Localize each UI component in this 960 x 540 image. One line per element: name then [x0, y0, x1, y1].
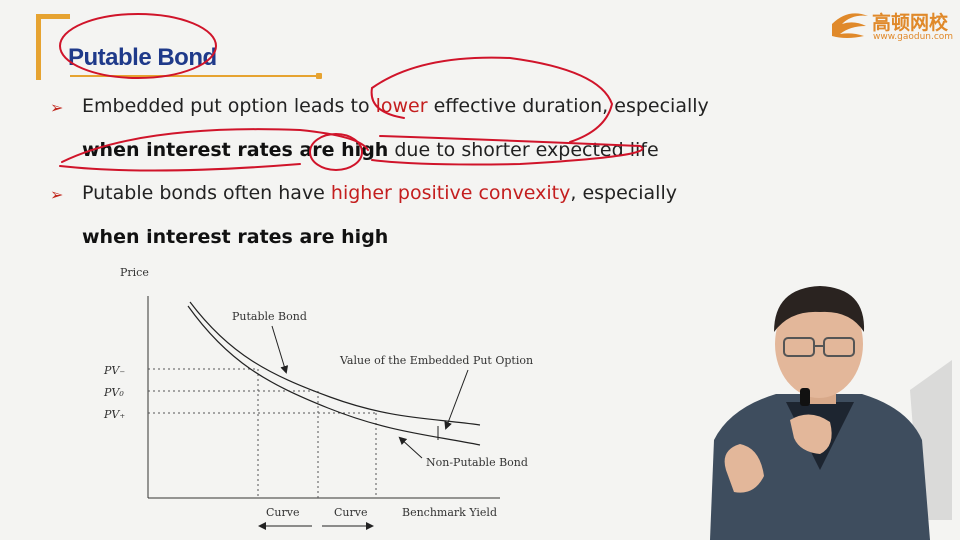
bullet-text: due to shorter expected life — [388, 139, 659, 161]
pointer-put-value — [444, 369, 469, 430]
pointer-non-putable — [398, 436, 423, 459]
bullet-bold: when interest rates are high — [82, 226, 389, 248]
slide-title: Putable Bond — [68, 44, 217, 71]
price-yield-chart: Price Benchmark Yield PV₋ PV₀ PV₊ Putabl… — [103, 266, 533, 530]
bullet-text: effective duration, especially — [427, 95, 709, 117]
y-tick-pv-zero: PV₀ — [103, 386, 124, 399]
title-bracket — [36, 14, 70, 80]
title-rule-dot — [316, 73, 322, 79]
bullet-1-line-1: Embedded put option leads to lower effec… — [82, 95, 709, 117]
series-putable-bond — [189, 301, 481, 426]
curve-label-2: Curve — [334, 506, 367, 519]
bullet-bold: when interest rates are high — [82, 139, 389, 161]
y-tick-pv-plus: PV₊ — [103, 408, 125, 421]
bullet-arrow-icon: ➢ — [50, 98, 64, 117]
label-put-option-value: Value of the Embedded Put Option — [339, 354, 533, 367]
logo-url: www.gaodun.com — [873, 32, 954, 42]
title-underline — [70, 75, 320, 77]
bullet-1-line-2: when interest rates are high due to shor… — [82, 139, 659, 161]
label-non-putable-bond: Non-Putable Bond — [426, 456, 528, 469]
bullet-emphasis: lower — [375, 95, 428, 117]
logo-name: 高顿网校 — [872, 12, 949, 34]
x-axis-label: Benchmark Yield — [402, 506, 497, 519]
series-non-putable-bond — [187, 305, 481, 446]
bullet-text: Embedded put option leads to — [82, 95, 376, 117]
y-tick-pv-minus: PV₋ — [103, 364, 125, 377]
curve-label-1: Curve — [266, 506, 299, 519]
presenter-video — [710, 286, 952, 540]
gaodun-logo-icon — [832, 13, 868, 39]
bullet-text: Putable bonds often have — [82, 182, 331, 204]
bullet-2-line-2: when interest rates are high — [82, 226, 388, 248]
bullet-emphasis: higher positive convexity — [330, 182, 571, 204]
bullet-text: , especially — [570, 182, 677, 204]
label-putable-bond: Putable Bond — [232, 310, 307, 323]
bullet-arrow-icon: ➢ — [50, 185, 64, 204]
y-axis-label: Price — [120, 266, 149, 279]
pointer-putable — [271, 325, 289, 374]
bullet-2-line-1: Putable bonds often have higher positive… — [82, 182, 677, 204]
